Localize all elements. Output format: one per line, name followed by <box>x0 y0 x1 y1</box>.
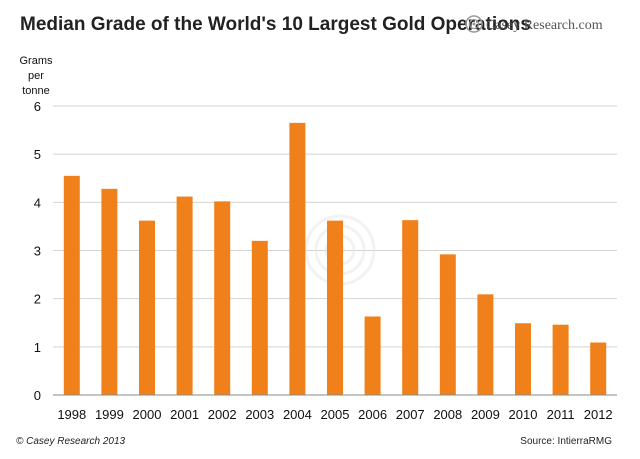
x-tick-label-2002: 2002 <box>208 407 237 422</box>
copyright-text: © Casey Research 2013 <box>16 436 126 447</box>
y-tick-label: 5 <box>34 147 41 162</box>
bar-2009 <box>477 294 494 395</box>
x-tick-label-2010: 2010 <box>509 407 538 422</box>
bar-2003 <box>251 240 268 395</box>
x-tick-label-2003: 2003 <box>245 407 274 422</box>
bar-2011 <box>552 324 569 395</box>
x-tick-label-2007: 2007 <box>396 407 425 422</box>
x-tick-label-2009: 2009 <box>471 407 500 422</box>
brand-block: Casey Research.com <box>465 15 603 33</box>
x-tick-label-2001: 2001 <box>170 407 199 422</box>
bar-2000 <box>139 220 155 395</box>
y-axis-label-line-2: per <box>28 70 44 82</box>
y-tick-label: 1 <box>34 340 41 355</box>
bar-1998 <box>63 175 80 395</box>
y-axis-label-line-1: Grams <box>20 55 54 67</box>
bar-1999 <box>101 188 118 395</box>
x-tick-label-2004: 2004 <box>283 407 312 422</box>
casey-research-logo-icon <box>465 15 483 33</box>
bars <box>63 122 607 395</box>
x-tick-label-2011: 2011 <box>547 407 575 422</box>
bar-2006 <box>364 316 381 395</box>
y-axis-label-line-3: tonne <box>22 85 50 97</box>
bar-2001 <box>176 196 193 395</box>
x-tick-label-2006: 2006 <box>358 407 387 422</box>
bar-2007 <box>402 220 419 395</box>
y-tick-labels: 0 1 2 3 4 5 6 <box>34 99 41 403</box>
x-tick-label-1998: 1998 <box>57 407 86 422</box>
bar-2010 <box>515 323 531 395</box>
x-tick-label-2008: 2008 <box>433 407 462 422</box>
x-tick-labels: 1998 1999 2000 2001 2002 2003 2004 2005 2006 2007… <box>57 407 612 422</box>
bar-2012 <box>590 342 607 395</box>
bar-2002 <box>214 201 231 395</box>
y-tick-label: 3 <box>34 244 41 259</box>
source-text: Source: IntierraRMG <box>520 436 612 447</box>
brand-name: Casey Research.com <box>486 18 603 33</box>
x-tick-label-1999: 1999 <box>95 407 124 422</box>
bar-2005 <box>327 220 343 395</box>
x-tick-label-2005: 2005 <box>321 407 350 422</box>
bar-2004 <box>289 122 306 395</box>
y-tick-label: 2 <box>34 292 41 307</box>
x-tick-label-2000: 2000 <box>133 407 162 422</box>
chart-title: Median Grade of the World's 10 Largest G… <box>20 14 531 35</box>
x-tick-label-2012: 2012 <box>584 407 613 422</box>
y-tick-label: 0 <box>34 388 41 403</box>
y-tick-label: 6 <box>34 99 41 114</box>
bar-2008 <box>439 254 456 395</box>
y-tick-label: 4 <box>34 195 41 210</box>
